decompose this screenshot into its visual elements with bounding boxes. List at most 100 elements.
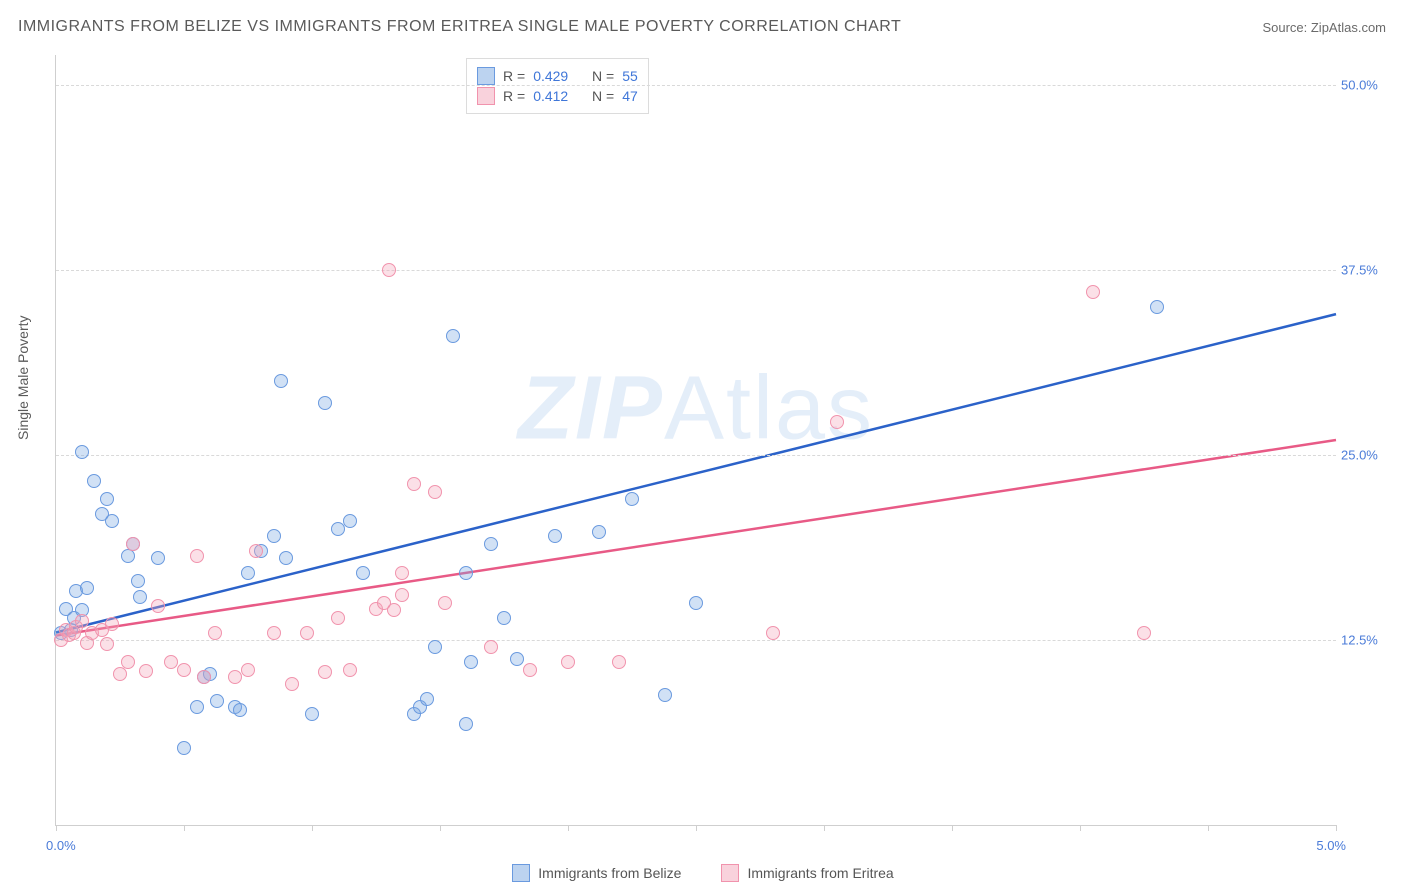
data-point-b [1086,285,1100,299]
legend-label-b: Immigrants from Eritrea [747,865,893,881]
legend-label-a: Immigrants from Belize [538,865,681,881]
data-point-b [428,485,442,499]
data-point-b [438,596,452,610]
data-point-a [428,640,442,654]
data-point-a [356,566,370,580]
stats-row-a: R = 0.429 N = 55 [477,67,638,85]
data-point-a [446,329,460,343]
x-tick-mark [824,825,825,831]
data-point-a [210,694,224,708]
data-point-b [105,617,119,631]
n-value-a: 55 [622,68,638,84]
source-attribution: Source: ZipAtlas.com [1262,20,1386,35]
data-point-a [497,611,511,625]
data-point-a [1150,300,1164,314]
r-value-b: 0.412 [533,88,568,104]
data-point-b [121,655,135,669]
y-tick-label: 12.5% [1341,632,1396,647]
swatch-a-icon [477,67,495,85]
data-point-a [305,707,319,721]
data-point-b [830,415,844,429]
y-axis-label: Single Male Poverty [15,315,31,440]
data-point-a [464,655,478,669]
data-point-a [459,717,473,731]
data-point-a [658,688,672,702]
chart-title: IMMIGRANTS FROM BELIZE VS IMMIGRANTS FRO… [18,18,901,36]
legend-item-b: Immigrants from Eritrea [721,864,893,882]
data-point-b [285,677,299,691]
x-tick-mark [568,825,569,831]
data-point-b [300,626,314,640]
data-point-a [625,492,639,506]
r-label: R = [503,68,525,84]
data-point-b [241,663,255,677]
gridline-h [56,85,1336,86]
r-label: R = [503,88,525,104]
data-point-a [484,537,498,551]
data-point-b [113,667,127,681]
x-tick-mark [56,825,57,831]
n-label: N = [592,88,614,104]
data-point-b [100,637,114,651]
data-point-b [612,655,626,669]
gridline-h [56,640,1336,641]
stats-box: R = 0.429 N = 55 R = 0.412 N = 47 [466,58,649,114]
n-label: N = [592,68,614,84]
legend-swatch-a-icon [512,864,530,882]
data-point-b [318,665,332,679]
data-point-a [233,703,247,717]
x-tick-mark [952,825,953,831]
data-point-a [548,529,562,543]
x-tick-mark [184,825,185,831]
data-point-a [420,692,434,706]
data-point-a [80,581,94,595]
y-tick-label: 50.0% [1341,77,1396,92]
data-point-a [510,652,524,666]
data-point-b [382,263,396,277]
data-point-b [1137,626,1151,640]
plot-area: ZIPAtlas R = 0.429 N = 55 R = 0.412 N = … [55,55,1336,826]
y-tick-label: 25.0% [1341,447,1396,462]
data-point-a [592,525,606,539]
data-point-b [561,655,575,669]
x-tick-mark [696,825,697,831]
legend-item-a: Immigrants from Belize [512,864,681,882]
data-point-a [131,574,145,588]
regression-line-a [56,314,1336,632]
data-point-b [395,566,409,580]
data-point-a [274,374,288,388]
data-point-b [395,588,409,602]
x-tick-right: 5.0% [1316,838,1346,853]
data-point-b [197,670,211,684]
data-point-a [177,741,191,755]
x-tick-mark [440,825,441,831]
x-tick-left: 0.0% [46,838,76,853]
data-point-a [689,596,703,610]
data-point-b [75,614,89,628]
data-point-b [523,663,537,677]
data-point-a [105,514,119,528]
regression-lines-layer [56,55,1336,825]
y-tick-label: 37.5% [1341,262,1396,277]
data-point-a [133,590,147,604]
data-point-b [331,611,345,625]
r-value-a: 0.429 [533,68,568,84]
swatch-b-icon [477,87,495,105]
data-point-a [190,700,204,714]
data-point-b [484,640,498,654]
data-point-a [279,551,293,565]
data-point-b [228,670,242,684]
data-point-a [331,522,345,536]
legend-swatch-b-icon [721,864,739,882]
data-point-a [267,529,281,543]
data-point-b [766,626,780,640]
x-tick-mark [1208,825,1209,831]
x-tick-mark [312,825,313,831]
data-point-a [75,445,89,459]
data-point-b [208,626,222,640]
data-point-a [343,514,357,528]
data-point-a [100,492,114,506]
stats-row-b: R = 0.412 N = 47 [477,87,638,105]
data-point-a [459,566,473,580]
data-point-b [151,599,165,613]
